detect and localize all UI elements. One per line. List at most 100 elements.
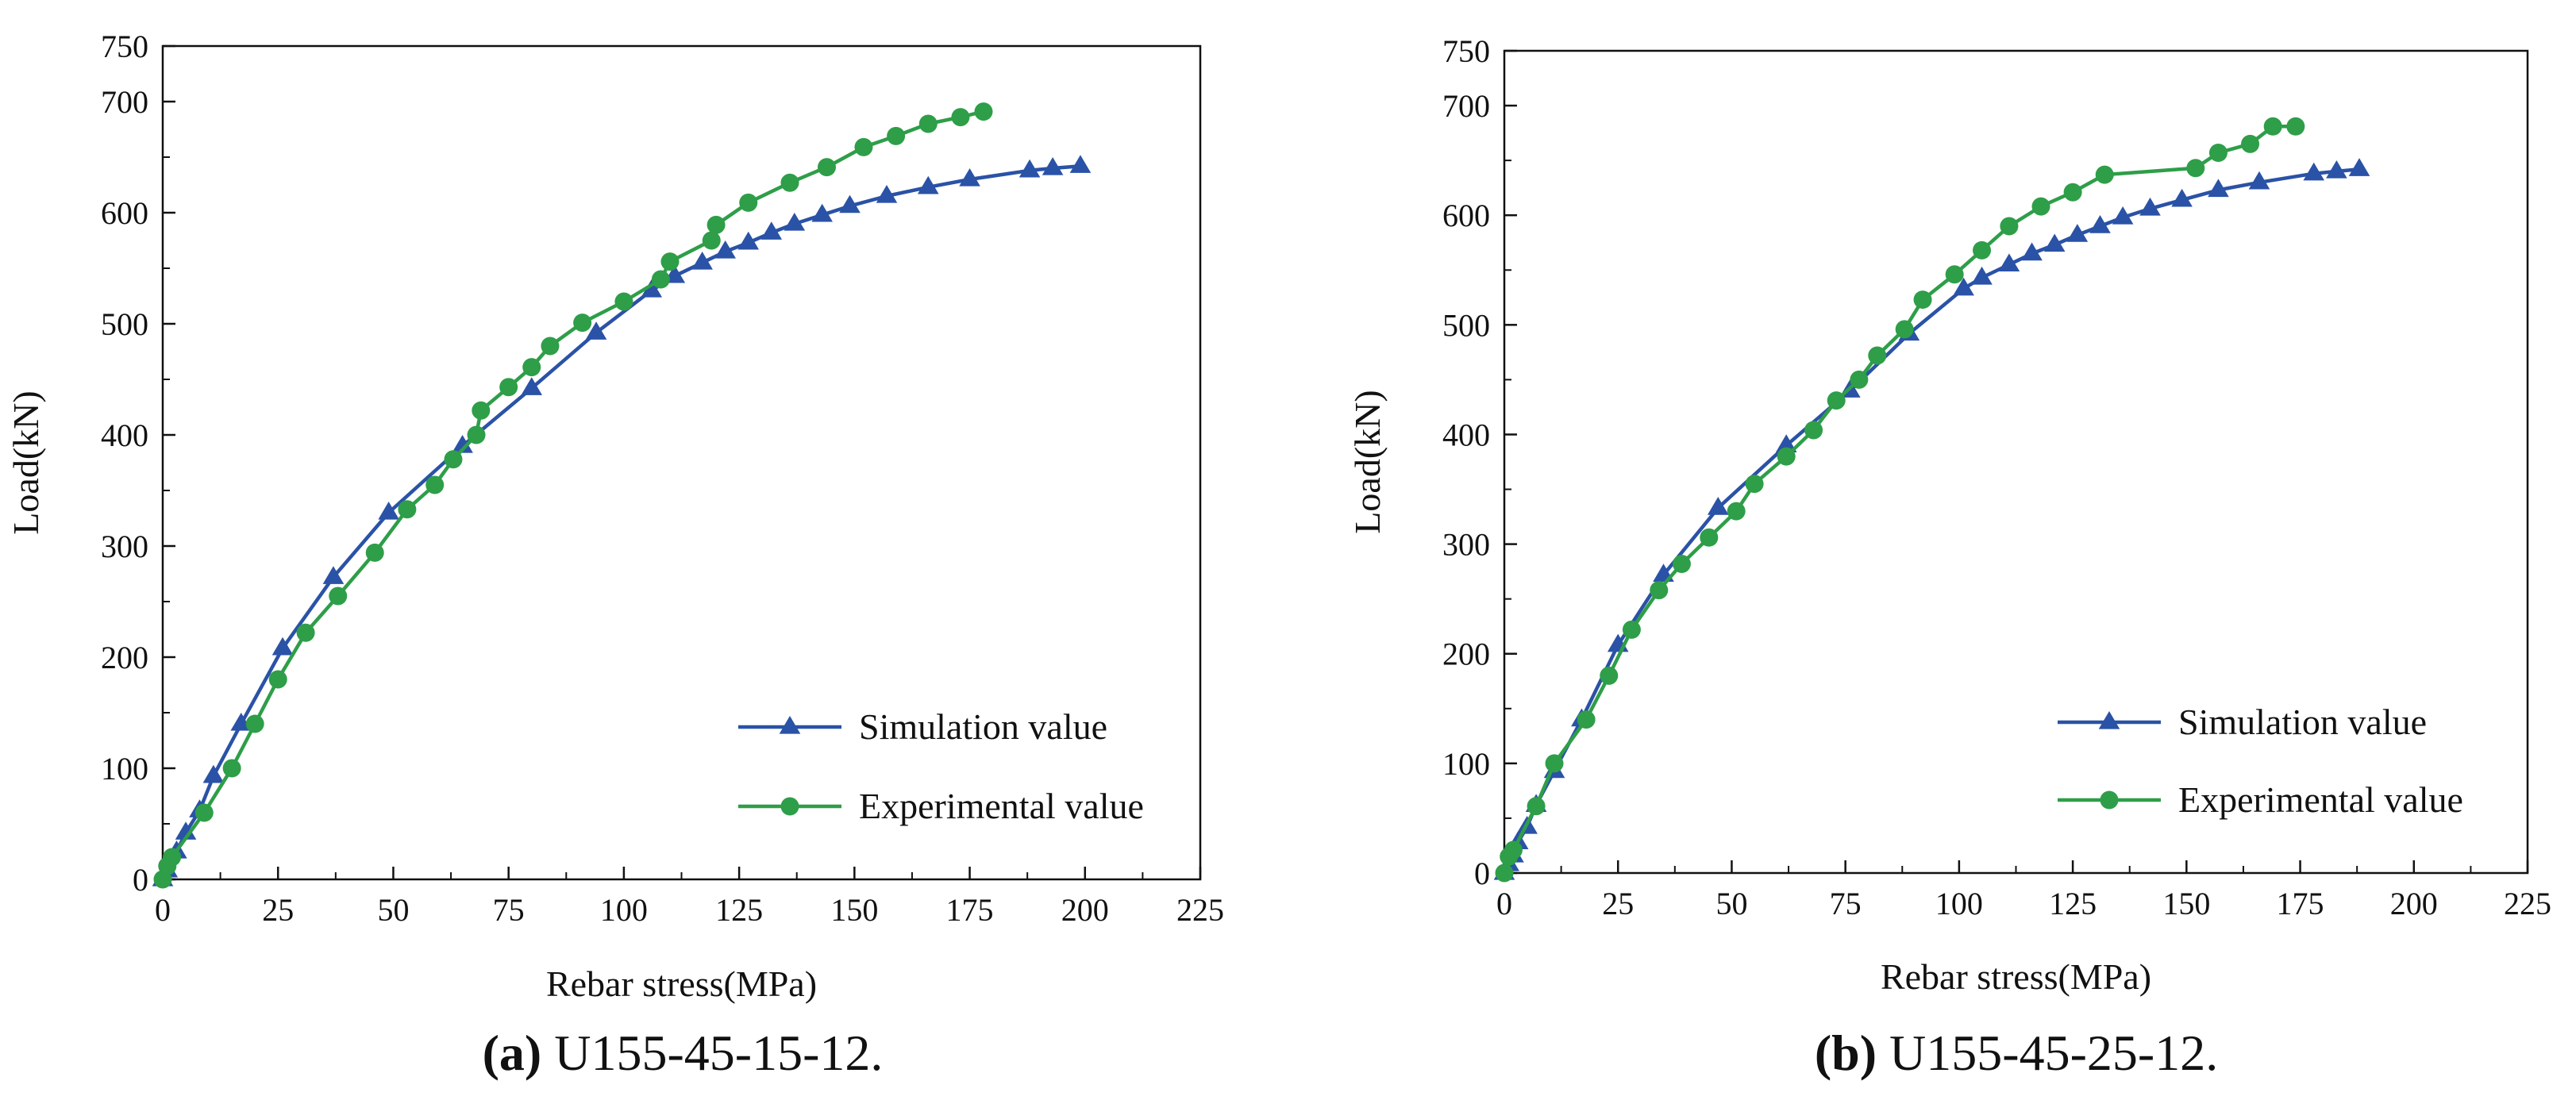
data-point-triangle <box>2171 188 2193 207</box>
series-line <box>1502 167 2360 875</box>
data-point-triangle <box>839 194 861 213</box>
caption-letter: (a) <box>483 1025 542 1081</box>
data-point-circle <box>467 425 486 444</box>
y-tick-label: 100 <box>101 751 148 787</box>
x-axis-title: Rebar stress(MPa) <box>1881 956 2151 997</box>
data-point-triangle <box>1069 155 1092 173</box>
y-tick-label: 200 <box>1442 637 1490 672</box>
data-point-triangle <box>1707 497 1729 515</box>
data-point-triangle <box>2066 224 2089 242</box>
data-point-circle <box>854 137 873 156</box>
data-point-triangle <box>784 213 806 231</box>
data-point-circle <box>1973 240 1992 260</box>
data-point-triangle <box>2112 206 2134 225</box>
plot-frame <box>1503 49 2529 875</box>
legend-marker-triangle <box>2098 711 2120 729</box>
data-point-triangle <box>271 637 294 656</box>
data-point-circle <box>329 587 348 606</box>
x-tick-label: 125 <box>715 892 763 928</box>
y-tick-label: 600 <box>101 195 148 231</box>
data-point-circle <box>1577 710 1596 729</box>
x-tick-label: 125 <box>2049 886 2097 921</box>
x-tick-label: 100 <box>1935 886 1983 921</box>
data-point-circle <box>541 337 560 356</box>
data-point-circle <box>163 848 182 867</box>
data-point-circle <box>1913 290 1932 310</box>
series-experimental <box>153 102 993 889</box>
y-tick-label: 400 <box>1442 417 1490 452</box>
series-experimental <box>1495 117 2305 883</box>
data-point-triangle <box>322 566 345 584</box>
data-point-circle <box>1804 421 1823 440</box>
y-tick-label: 750 <box>1442 33 1490 69</box>
data-point-triangle <box>691 252 713 270</box>
data-point-circle <box>425 475 445 494</box>
data-point-circle <box>1945 265 1964 284</box>
x-tick-label: 175 <box>946 892 994 928</box>
data-point-triangle <box>202 764 225 783</box>
y-tick-label: 100 <box>1442 746 1490 782</box>
y-tick-label: 500 <box>101 306 148 342</box>
caption-text: U155-45-25-12. <box>1877 1025 2218 1081</box>
y-tick-label: 0 <box>133 862 148 898</box>
data-point-circle <box>296 623 315 642</box>
legend-label: Simulation value <box>859 706 1107 747</box>
data-point-circle <box>194 803 214 822</box>
data-point-triangle <box>2043 233 2066 252</box>
data-point-triangle <box>2208 179 2229 198</box>
data-point-circle <box>499 378 518 397</box>
data-point-circle <box>707 215 726 234</box>
data-point-triangle <box>876 185 898 203</box>
data-point-circle <box>2063 183 2082 202</box>
legend-entry: Simulation value <box>2058 702 2427 742</box>
data-point-circle <box>1527 797 1546 816</box>
data-point-circle <box>1700 528 1719 547</box>
series-simulation <box>1493 158 2370 880</box>
x-axis-title: Rebar stress(MPa) <box>546 963 817 1004</box>
x-tick-label: 25 <box>262 892 294 928</box>
legend-label: Simulation value <box>2178 702 2427 742</box>
data-point-triangle <box>585 321 607 340</box>
legend-label: Experimental value <box>2178 779 2463 820</box>
data-point-triangle <box>1971 266 1993 285</box>
x-tick-label: 225 <box>2504 886 2551 921</box>
data-point-circle <box>222 759 241 778</box>
data-point-circle <box>951 108 970 127</box>
data-point-triangle <box>917 175 939 194</box>
data-point-triangle <box>452 435 473 453</box>
series-line <box>161 163 1081 881</box>
data-point-circle <box>2263 117 2282 136</box>
data-point-circle <box>702 231 721 250</box>
y-tick-label: 0 <box>1474 856 1490 891</box>
x-tick-label: 150 <box>830 892 878 928</box>
y-tick-label: 500 <box>1442 307 1490 343</box>
series-line <box>1502 125 2296 874</box>
y-tick-label: 750 <box>101 29 148 64</box>
data-point-circle <box>1727 502 1746 521</box>
data-point-circle <box>780 173 799 192</box>
data-point-circle <box>245 714 264 733</box>
data-point-triangle <box>2139 197 2161 216</box>
data-point-circle <box>1672 554 1691 573</box>
data-point-triangle <box>959 168 980 187</box>
data-point-circle <box>660 252 680 271</box>
x-tick-label: 50 <box>1715 886 1747 921</box>
data-point-circle <box>1622 620 1641 639</box>
data-point-circle <box>739 193 758 212</box>
data-point-triangle <box>175 821 197 840</box>
x-tick-label: 25 <box>1602 886 1634 921</box>
data-point-circle <box>1495 863 1514 883</box>
data-point-circle <box>614 292 633 311</box>
data-point-circle <box>887 126 906 145</box>
data-point-triangle <box>1998 253 2020 272</box>
data-point-circle <box>2286 117 2305 136</box>
y-tick-label: 300 <box>101 529 148 564</box>
data-point-circle <box>1850 370 1869 389</box>
x-tick-label: 50 <box>377 892 409 928</box>
legend-marker-circle <box>2100 790 2119 810</box>
y-tick-label: 200 <box>101 640 148 675</box>
data-point-circle <box>1895 320 1914 339</box>
x-tick-label: 200 <box>1061 892 1109 928</box>
data-point-circle <box>398 500 417 519</box>
data-point-triangle <box>2326 160 2347 179</box>
